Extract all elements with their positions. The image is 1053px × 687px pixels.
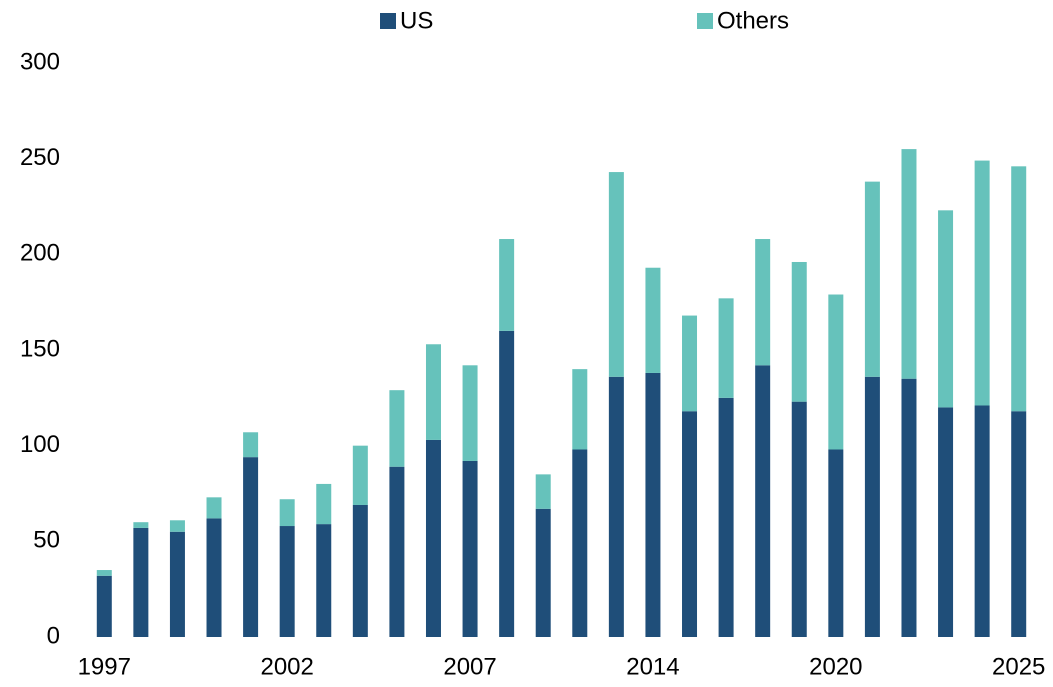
bar-segment xyxy=(828,449,844,637)
bar-segment xyxy=(279,526,295,637)
bar-segment xyxy=(243,432,259,458)
x-tick-label: 1997 xyxy=(78,653,131,680)
y-tick-label: 50 xyxy=(33,527,60,554)
bar-segment xyxy=(389,390,405,467)
bar-segment xyxy=(316,483,332,525)
legend-swatch xyxy=(380,13,396,29)
bar-segment xyxy=(1011,166,1027,412)
y-tick-label: 150 xyxy=(20,335,60,362)
bar-segment xyxy=(901,378,917,637)
bar-segment xyxy=(169,531,185,637)
bar-segment xyxy=(645,372,661,637)
bar-segment xyxy=(682,411,698,637)
x-tick-label: 2014 xyxy=(626,653,679,680)
bar-segment xyxy=(352,504,368,637)
legend-swatch xyxy=(697,13,713,29)
x-tick-label: 2020 xyxy=(809,653,862,680)
bar-segment xyxy=(718,397,734,637)
y-tick-label: 250 xyxy=(20,144,60,171)
bar-segment xyxy=(535,474,551,509)
bar-segment xyxy=(169,520,185,532)
bar-segment xyxy=(572,449,588,637)
x-tick-label: 2025 xyxy=(992,653,1045,680)
bar-segment xyxy=(499,239,515,331)
bar-segment xyxy=(462,365,478,461)
bar-segment xyxy=(499,330,515,637)
bar-segment xyxy=(206,497,222,519)
bar-segment xyxy=(1011,411,1027,637)
bar-segment xyxy=(974,160,990,406)
bar-segment xyxy=(755,239,771,366)
y-tick-label: 200 xyxy=(20,240,60,267)
bar-segment xyxy=(755,365,771,637)
bar-segment xyxy=(133,527,149,637)
bar-segment xyxy=(462,460,478,637)
bar-segment xyxy=(206,518,222,637)
bar-segment xyxy=(791,261,807,402)
bar-segment xyxy=(279,499,295,527)
bar-segment xyxy=(791,401,807,637)
bar-segment xyxy=(974,405,990,637)
bar-segment xyxy=(828,294,844,450)
bar-segment xyxy=(864,376,880,637)
bar-segment xyxy=(572,369,588,450)
x-tick-label: 2007 xyxy=(443,653,496,680)
bar-segment xyxy=(938,407,954,637)
y-tick-label: 300 xyxy=(20,48,60,75)
bar-segment xyxy=(608,376,624,637)
bar-segment xyxy=(645,267,661,373)
bar-segment xyxy=(938,210,954,408)
bar-segment xyxy=(425,344,441,440)
bar-segment xyxy=(718,298,734,398)
y-tick-label: 0 xyxy=(47,622,60,649)
y-tick-label: 100 xyxy=(20,431,60,458)
bar-segment xyxy=(133,522,149,528)
bar-segment xyxy=(96,575,112,637)
bar-segment xyxy=(243,457,259,637)
bar-segment xyxy=(682,315,698,412)
x-tick-label: 2002 xyxy=(260,653,313,680)
legend-label: Others xyxy=(717,7,789,34)
bar-segment xyxy=(96,570,112,576)
bar-segment xyxy=(389,466,405,637)
legend-label: US xyxy=(400,7,433,34)
bar-segment xyxy=(316,524,332,637)
bar-segment xyxy=(864,181,880,377)
bar-segment xyxy=(425,439,441,637)
bar-segment xyxy=(352,445,368,505)
bar-segment xyxy=(608,172,624,377)
bar-segment xyxy=(901,149,917,379)
bar-segment xyxy=(535,508,551,637)
